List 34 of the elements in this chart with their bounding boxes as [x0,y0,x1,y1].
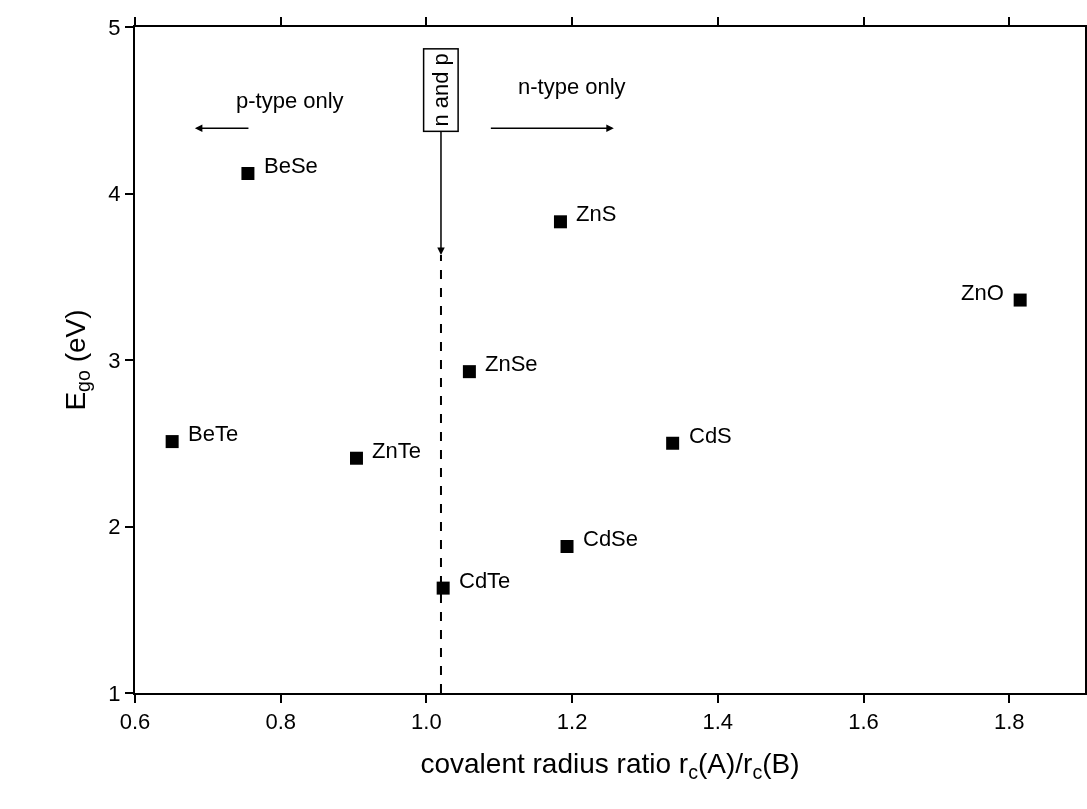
annotation: ZnSe [485,351,538,376]
point [553,215,567,229]
point [560,539,574,553]
x-tick-label: 1.0 [411,709,442,735]
annotation: ZnO [961,280,1004,305]
x-tick-label: 0.8 [265,709,297,735]
annotation: CdTe [459,568,511,593]
y-tick-label: 5 [108,14,121,40]
y-tick-label: 3 [108,347,121,373]
point [1013,293,1027,307]
point [349,451,363,465]
point [666,436,680,450]
annotation: ZnTe [372,438,421,463]
x-tick-label: 0.6 [119,709,151,735]
point [165,435,179,449]
annotation: CdSe [583,526,639,551]
y-tick-label: 2 [108,514,121,540]
y-tick-label: 4 [108,181,121,207]
annotation: p-type only [236,88,344,113]
annotation: CdS [689,423,732,448]
annotation: n-type only [518,74,626,99]
annotation: BeTe [188,421,239,446]
point [436,581,450,595]
x-tick-label: 1.4 [702,709,734,735]
point [462,365,476,379]
annotation: BeSe [264,153,318,178]
annotation: n and p [428,53,454,127]
x-tick-label: 1.2 [556,709,588,735]
y-tick-label: 1 [108,680,121,706]
x-tick-label: 1.8 [993,709,1025,735]
point [241,167,255,181]
x-tick-label: 1.6 [848,709,879,735]
annotation: ZnS [576,201,617,226]
x-axis-title: covalent radius ratio r$_{c}$(A)/r$_{c}$(B) [420,748,800,783]
